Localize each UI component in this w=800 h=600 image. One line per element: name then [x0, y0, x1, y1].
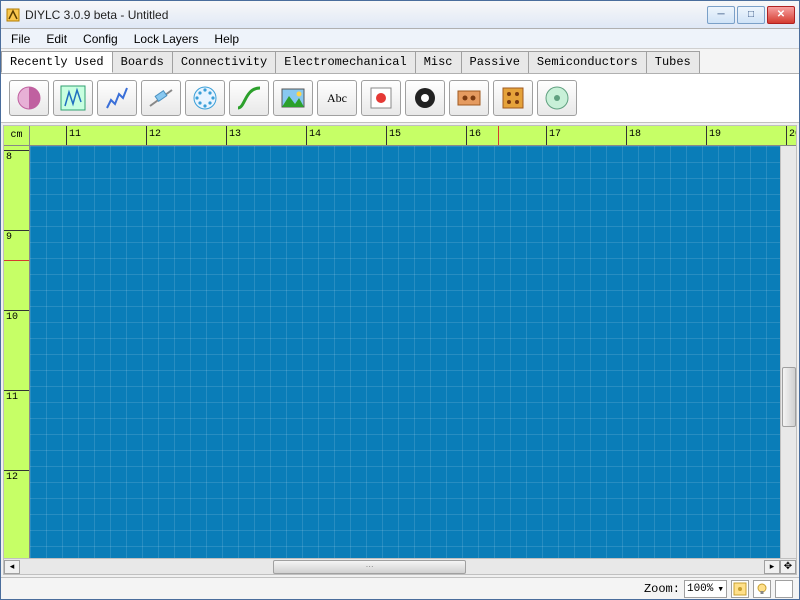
vruler-tick: 12 — [4, 470, 29, 483]
vertical-scrollbar[interactable] — [780, 146, 796, 558]
work-area: cm 11 12 13 14 15 16 17 18 19 20 8 9 10 11 12 ◂ ⋯ ▸ ✥ — [3, 125, 797, 575]
app-window: DIYLC 3.0.9 beta - Untitled ─ □ ✕ File E… — [0, 0, 800, 600]
titlebar: DIYLC 3.0.9 beta - Untitled ─ □ ✕ — [1, 1, 799, 29]
hruler-tick: 20 — [786, 126, 796, 145]
image-icon[interactable] — [273, 80, 313, 116]
board-4pin-icon[interactable] — [493, 80, 533, 116]
window-title: DIYLC 3.0.9 beta - Untitled — [25, 8, 707, 22]
ruler-unit-corner: cm — [4, 126, 30, 146]
scroll-corner-grip[interactable]: ✥ — [780, 560, 796, 574]
hscroll-track[interactable]: ⋯ — [20, 560, 764, 574]
tab-electromechanical[interactable]: Electromechanical — [275, 51, 415, 73]
hruler-tick: 18 — [626, 126, 641, 145]
resistor-schematic-icon[interactable] — [53, 80, 93, 116]
maximize-button[interactable]: □ — [737, 6, 765, 24]
canvas-viewport — [30, 146, 796, 558]
hruler-tick: 14 — [306, 126, 321, 145]
window-buttons: ─ □ ✕ — [707, 6, 795, 24]
tab-connectivity[interactable]: Connectivity — [172, 51, 276, 73]
horizontal-ruler[interactable]: 11 12 13 14 15 16 17 18 19 20 — [30, 126, 796, 146]
label-icon[interactable]: Abc — [317, 80, 357, 116]
zoom-label: Zoom: — [644, 582, 680, 596]
menu-config[interactable]: Config — [77, 30, 124, 48]
tab-tubes[interactable]: Tubes — [646, 51, 700, 73]
zoom-value: 100% — [687, 583, 713, 595]
status-icon-1[interactable] — [731, 580, 749, 598]
chevron-down-icon: ▾ — [717, 582, 724, 596]
vruler-tick: 8 — [4, 150, 29, 163]
hruler-tick: 15 — [386, 126, 401, 145]
close-button[interactable]: ✕ — [767, 6, 795, 24]
menu-locklayers[interactable]: Lock Layers — [128, 30, 205, 48]
statusbar: Zoom: 100% ▾ — [1, 577, 799, 599]
minimize-button[interactable]: ─ — [707, 6, 735, 24]
hscroll-thumb[interactable]: ⋯ — [273, 560, 466, 574]
hruler-tick: 17 — [546, 126, 561, 145]
ic-chip-icon[interactable] — [185, 80, 225, 116]
tab-semiconductors[interactable]: Semiconductors — [528, 51, 647, 73]
hruler-tick: 12 — [146, 126, 161, 145]
tab-boards[interactable]: Boards — [112, 51, 173, 73]
vruler-tick: 9 — [4, 230, 29, 243]
menubar: File Edit Config Lock Layers Help — [1, 29, 799, 49]
menu-file[interactable]: File — [5, 30, 36, 48]
vertical-scroll-thumb[interactable] — [782, 367, 796, 427]
bulb-icon[interactable] — [753, 580, 771, 598]
horizontal-scrollbar[interactable]: ◂ ⋯ ▸ ✥ — [4, 558, 796, 574]
eyelet-icon[interactable] — [405, 80, 445, 116]
menu-edit[interactable]: Edit — [40, 30, 73, 48]
canvas-body-row: 8 9 10 11 12 — [4, 146, 796, 558]
led-icon[interactable] — [361, 80, 401, 116]
hruler-tick: 13 — [226, 126, 241, 145]
solder-pad-icon[interactable] — [9, 80, 49, 116]
app-icon — [5, 7, 21, 23]
curve-wire-icon[interactable] — [229, 80, 269, 116]
vruler-cursor-mark — [4, 260, 29, 261]
hscroll-right-arrow[interactable]: ▸ — [764, 560, 780, 574]
component-palette: Abc — [1, 74, 799, 123]
vruler-tick: 10 — [4, 310, 29, 323]
status-icon-3[interactable] — [775, 580, 793, 598]
trace-icon[interactable] — [97, 80, 137, 116]
hscroll-left-arrow[interactable]: ◂ — [4, 560, 20, 574]
vruler-tick: 11 — [4, 390, 29, 403]
tab-recently-used[interactable]: Recently Used — [1, 51, 113, 73]
diode-icon[interactable] — [141, 80, 181, 116]
board-2pin-icon[interactable] — [449, 80, 489, 116]
zoom-select[interactable]: 100% ▾ — [684, 580, 727, 598]
tab-misc[interactable]: Misc — [415, 51, 462, 73]
hruler-tick: 16 — [466, 126, 481, 145]
hruler-cursor-mark — [498, 126, 499, 145]
hruler-tick: 11 — [66, 126, 81, 145]
hruler-tick: 19 — [706, 126, 721, 145]
vertical-ruler[interactable]: 8 9 10 11 12 — [4, 146, 30, 558]
tab-passive[interactable]: Passive — [461, 51, 529, 73]
horizontal-ruler-row: cm 11 12 13 14 15 16 17 18 19 20 — [4, 126, 796, 146]
design-canvas[interactable] — [30, 146, 796, 558]
component-tabs: Recently Used Boards Connectivity Electr… — [1, 49, 799, 74]
menu-help[interactable]: Help — [208, 30, 245, 48]
disc-icon[interactable] — [537, 80, 577, 116]
